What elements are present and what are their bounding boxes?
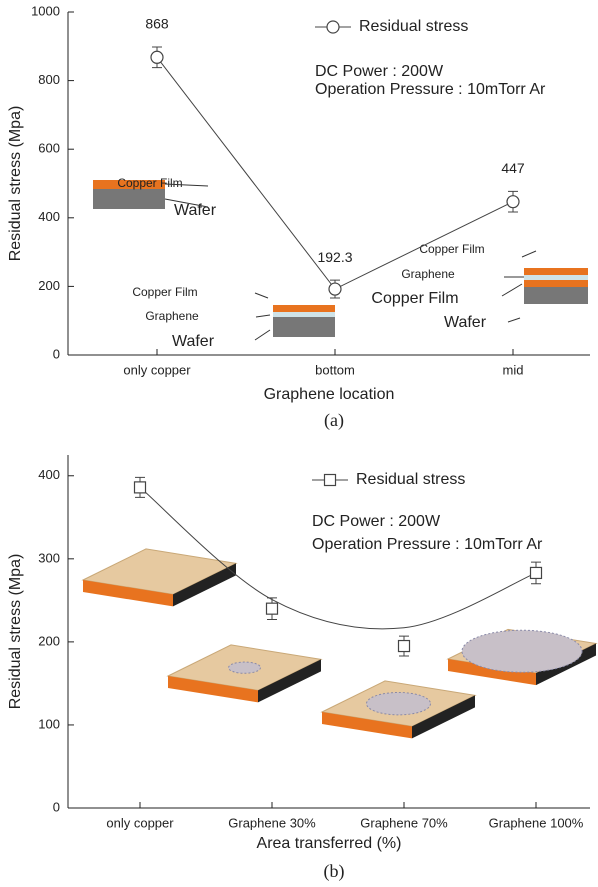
y-tick-label: 600: [38, 141, 60, 156]
diagram-label: Copper Film: [132, 285, 197, 299]
point: [327, 21, 339, 33]
graphene-patch: [367, 692, 431, 714]
diagram-label: Graphene: [401, 267, 455, 281]
graphene-layer: [524, 275, 588, 280]
pointer: [522, 251, 536, 257]
point: [399, 641, 410, 652]
point: [329, 283, 341, 295]
point: [325, 475, 336, 486]
y-axis-label: Residual stress (Mpa): [7, 554, 24, 710]
x-tick-label: Graphene 70%: [360, 815, 448, 830]
x-axis-label: Area transferred (%): [257, 835, 402, 852]
graphene-patch: [229, 662, 261, 673]
y-tick-label: 200: [38, 278, 60, 293]
copper-layer: [524, 268, 588, 275]
x-tick-label: bottom: [315, 362, 355, 377]
wafer-layer: [93, 189, 165, 209]
diagram-label: Copper Film: [371, 290, 458, 307]
point: [531, 567, 542, 578]
point: [151, 51, 163, 63]
y-tick-label: 800: [38, 72, 60, 87]
annotation: DC Power : 200W: [312, 513, 441, 530]
pointer: [502, 284, 522, 296]
graphene-patch: [462, 630, 582, 672]
y-axis-label: Residual stress (Mpa): [7, 106, 24, 262]
caption: (a): [324, 410, 344, 431]
x-tick-label: only copper: [106, 815, 174, 830]
y-tick-label: 400: [38, 209, 60, 224]
x-tick-label: Graphene 30%: [228, 815, 316, 830]
point: [135, 482, 146, 493]
data-label: 447: [501, 160, 525, 176]
diagram-label: Wafer: [444, 314, 487, 331]
wafer-layer: [524, 287, 588, 304]
caption: (b): [324, 861, 345, 882]
legend-label: Residual stress: [359, 18, 468, 35]
page: {"chart_data": [ {"type": "line", "x_lab…: [0, 0, 598, 887]
y-tick-label: 100: [38, 716, 60, 731]
data-label: 868: [145, 16, 169, 32]
graphene-layer: [273, 312, 335, 317]
y-tick-label: 0: [53, 346, 60, 361]
point: [507, 196, 519, 208]
x-axis-label: Graphene location: [264, 386, 395, 403]
y-tick-label: 1000: [31, 3, 60, 18]
diagram-label: Copper Film: [117, 176, 182, 190]
annotation: DC Power : 200W: [315, 63, 444, 80]
x-tick-label: mid: [503, 362, 524, 377]
pointer: [256, 315, 270, 317]
pointer: [255, 330, 270, 340]
pointer: [255, 293, 268, 298]
copper-layer: [524, 280, 588, 287]
y-tick-label: 0: [53, 799, 60, 814]
point: [267, 603, 278, 614]
data-label: 192.3: [317, 249, 352, 265]
pointer: [508, 318, 520, 322]
copper-layer: [273, 305, 335, 312]
figure: 02004006008001000only copperbottommidGra…: [0, 0, 598, 887]
x-tick-label: Graphene 100%: [489, 815, 584, 830]
diagram-label: Wafer: [172, 333, 215, 350]
legend-label: Residual stress: [356, 471, 465, 488]
wafer-layer: [273, 317, 335, 337]
annotation: Operation Pressure : 10mTorr Ar: [315, 81, 546, 98]
y-tick-label: 300: [38, 550, 60, 565]
y-tick-label: 400: [38, 467, 60, 482]
x-tick-label: only copper: [123, 362, 191, 377]
y-tick-label: 200: [38, 633, 60, 648]
annotation: Operation Pressure : 10mTorr Ar: [312, 536, 543, 553]
diagram-label: Graphene: [145, 309, 199, 323]
diagram-label: Copper Film: [419, 242, 484, 256]
